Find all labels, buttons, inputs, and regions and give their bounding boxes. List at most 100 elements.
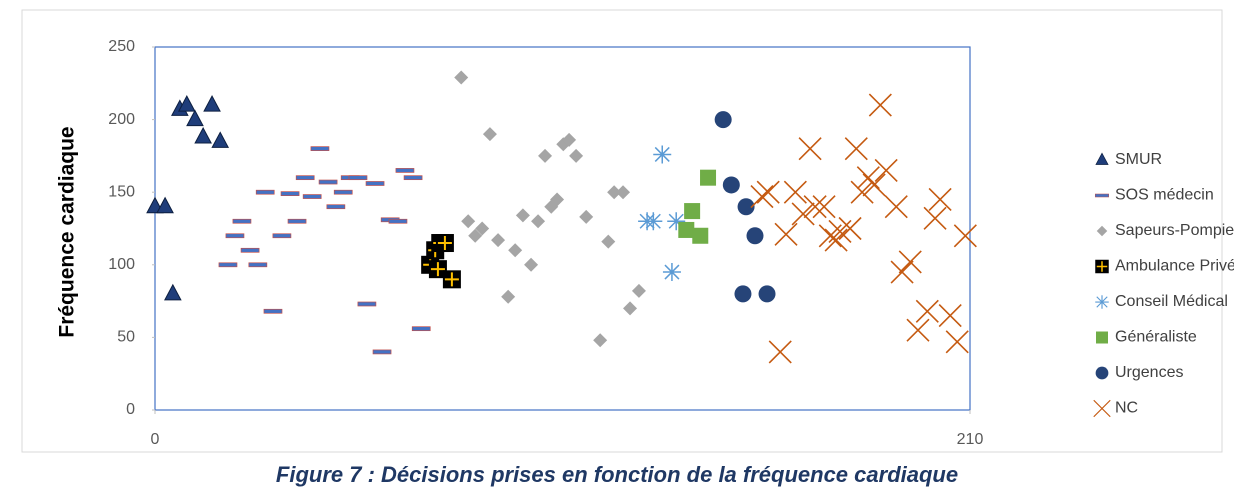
data-point [475,221,490,236]
data-point [644,212,663,231]
data-point [388,218,408,224]
data-point [333,189,353,195]
data-point [531,214,546,229]
data-point [868,93,892,117]
data-point [365,181,385,186]
data-point [756,180,780,204]
data-point [326,204,346,210]
legend-text: NC [1115,400,1138,417]
marker-shape [1094,193,1110,198]
marker-shape [272,233,292,239]
data-point [662,263,681,282]
data-point [240,247,260,253]
caption: Figure 7 : Décisions prises en fonction … [276,462,958,487]
marker-shape [714,111,732,129]
data-point [714,111,732,129]
data-point [186,109,204,127]
marker-shape [255,189,275,195]
marker-shape [890,260,914,284]
marker-shape [884,195,908,219]
marker-shape [868,93,892,117]
marker-shape [232,218,252,224]
marker-shape [616,185,631,200]
data-point [177,95,196,112]
data-point [850,180,874,204]
marker-shape [531,214,546,229]
marker-shape [388,218,408,224]
marker-shape [824,228,848,252]
marker-shape [501,289,516,304]
marker-shape [203,95,221,112]
data-point [898,250,922,274]
marker-shape [562,132,577,147]
marker-shape [225,233,245,239]
marker-shape [437,236,452,251]
data-point [824,228,848,252]
marker-shape [579,209,594,224]
marker-shape [164,283,182,301]
marker-shape [850,180,874,204]
marker-shape [454,70,469,85]
marker-shape [862,173,886,197]
marker-shape [653,145,672,164]
marker-shape [692,227,709,244]
data-point [501,289,516,304]
marker-shape [601,234,616,249]
marker-shape [631,283,646,298]
data-point [667,212,686,231]
data-point [700,169,717,186]
data-point [348,175,368,181]
data-point [454,70,469,85]
legend-marker [1095,152,1109,165]
marker-shape [803,195,827,219]
x-tick-label: 210 [957,431,984,448]
data-point [272,233,292,239]
marker-shape [491,233,506,248]
y-tick-label: 150 [108,183,135,200]
data-point [310,146,330,151]
data-point [491,233,506,248]
data-point [287,218,307,224]
legend-marker [1096,225,1108,237]
data-point [737,198,755,216]
data-point [774,222,798,246]
data-point [768,340,792,364]
marker-shape [194,126,212,144]
chart-frame [21,9,1223,453]
data-point [232,218,252,224]
data-point [515,208,530,223]
data-point [803,195,827,219]
legend-text: Sapeurs-Pompiers [1115,222,1234,239]
marker-shape [915,299,939,323]
data-point [442,270,461,289]
marker-shape [798,137,822,161]
marker-shape [828,219,852,243]
marker-shape [524,257,539,272]
data-point [616,185,631,200]
data-point [953,224,977,248]
data-point [248,262,268,268]
marker-shape [348,175,368,181]
marker-shape [482,127,497,142]
marker-shape [593,333,608,348]
data-point [318,179,338,185]
data-point [678,221,695,238]
marker-shape [357,301,377,307]
data-point [734,285,752,303]
y-tick-label: 200 [108,111,135,128]
marker-shape [411,326,431,332]
marker-shape [240,247,260,253]
legend-marker [1095,259,1109,274]
marker-shape [623,301,638,316]
marker-shape [684,203,701,220]
y-tick-label: 250 [108,38,135,55]
data-point [403,175,423,181]
legend-text: SMUR [1115,151,1162,168]
y-tick-label: 0 [126,401,135,418]
plot-area [154,46,971,411]
marker-shape [310,146,330,151]
legend-text: Conseil Médical [1115,293,1228,310]
data-point [938,304,962,328]
data-point [623,301,638,316]
